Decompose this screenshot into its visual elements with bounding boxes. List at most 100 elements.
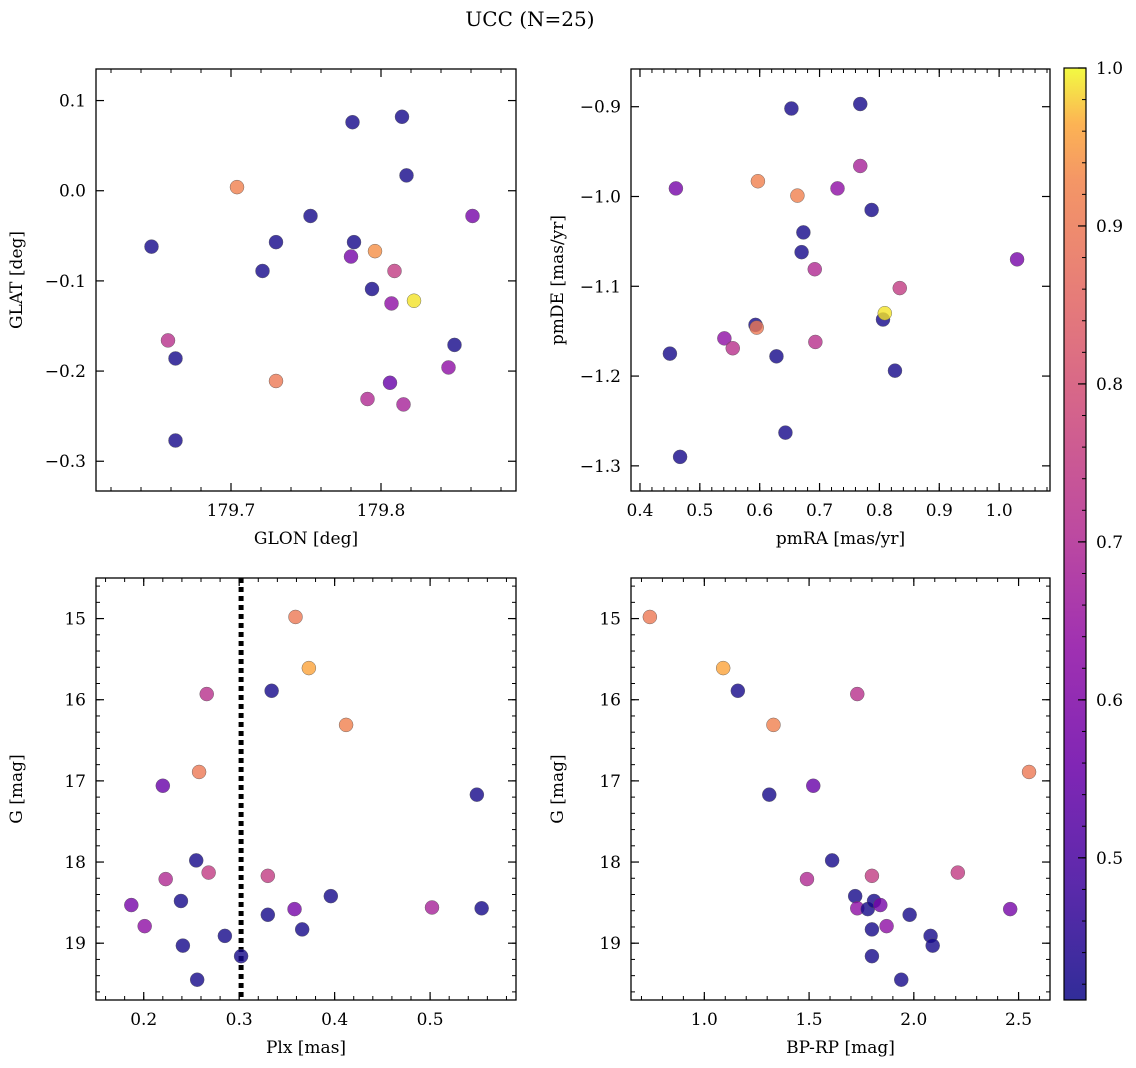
- x-tick-label: 1.5: [796, 1010, 823, 1030]
- data-point: [199, 686, 214, 702]
- data-point: [662, 346, 678, 361]
- x-axis-label: GLON [deg]: [254, 529, 358, 549]
- x-tick-label: 2.5: [1005, 1010, 1032, 1030]
- x-tick-label: 0.4: [321, 1010, 348, 1030]
- data-point: [229, 179, 245, 195]
- data-point: [749, 320, 764, 335]
- y-tick-label: −0.3: [45, 452, 86, 472]
- data-point: [268, 234, 284, 250]
- axes-frame: [630, 577, 1051, 1001]
- scatter-points: [144, 109, 480, 448]
- y-tick-label: −0.1: [45, 272, 86, 292]
- data-point: [769, 349, 784, 364]
- x-axis-label: Plx [mas]: [266, 1038, 346, 1058]
- subplot-3: 0.2 0.3 0.4 0.5 15 16 17 18 19 Plx [mas] G [mag]: [7, 577, 517, 1058]
- y-tick-label: 15: [599, 610, 621, 630]
- data-point: [189, 853, 204, 868]
- x-tick-label: 0.7: [806, 501, 833, 521]
- data-point: [288, 609, 303, 625]
- x-tick-label: 0.9: [926, 501, 953, 521]
- data-point: [338, 717, 354, 733]
- x-tick-label: 0.5: [417, 1010, 444, 1030]
- minor-ticks: [639, 69, 1048, 491]
- subplot-1: 179.7 179.8 0.1 0.0 −0.1 −0.2 −0.3 GLON [deg] GL…: [7, 68, 517, 549]
- data-point: [360, 391, 375, 407]
- data-point: [301, 660, 317, 676]
- data-point: [160, 333, 176, 348]
- subplots: 179.7 179.8 0.1 0.0 −0.1 −0.2 −0.3 GLON [deg] GL…: [7, 68, 1051, 1058]
- subplot-4: 1.0 1.5 2.0 2.5 15 16 17 18 19 BP-RP [mag] G [mag]: [548, 577, 1051, 1058]
- major-ticks: [96, 69, 516, 491]
- axes-frame: [95, 68, 517, 492]
- y-tick-label: −0.9: [580, 98, 621, 118]
- data-point: [155, 778, 171, 793]
- scatter-points: [662, 96, 1025, 465]
- data-point: [824, 853, 840, 868]
- data-point: [217, 928, 233, 944]
- data-point: [201, 865, 216, 880]
- data-point: [873, 897, 888, 913]
- data-point: [406, 293, 422, 308]
- y-axis-label: G [mag]: [7, 754, 27, 823]
- data-point: [424, 900, 440, 915]
- data-point: [784, 101, 799, 116]
- y-tick-label: 19: [599, 934, 621, 954]
- data-point: [399, 168, 414, 183]
- data-point: [189, 972, 205, 987]
- data-point: [1002, 901, 1018, 917]
- data-point: [892, 280, 907, 296]
- y-tick-label: −1.2: [580, 367, 621, 387]
- x-axis-label: BP-RP [mag]: [786, 1038, 895, 1058]
- x-tick-label: 179.7: [207, 501, 256, 521]
- y-tick-label: 16: [64, 691, 86, 711]
- data-point: [766, 717, 781, 733]
- y-tick-label: 19: [64, 934, 86, 954]
- data-point: [441, 360, 456, 375]
- data-point: [233, 948, 249, 964]
- data-point: [1009, 252, 1025, 267]
- x-tick-label: 0.5: [686, 501, 713, 521]
- y-tick-label: 0.0: [59, 182, 86, 202]
- data-point: [790, 188, 805, 203]
- data-point: [364, 281, 380, 297]
- data-point: [794, 244, 809, 260]
- data-point: [778, 425, 793, 440]
- x-axis-label: pmRA [mas/yr]: [776, 529, 905, 549]
- figure-title: UCC (N=25): [465, 7, 594, 31]
- data-point: [173, 893, 189, 909]
- colorbar-tick-label: 0.8: [1096, 375, 1123, 395]
- data-point: [672, 449, 688, 465]
- data-point: [850, 686, 865, 702]
- data-point: [345, 115, 360, 130]
- data-point: [864, 948, 880, 964]
- data-point: [323, 888, 339, 904]
- data-point: [474, 901, 489, 916]
- data-point: [853, 96, 868, 112]
- data-point: [168, 351, 183, 366]
- data-point: [715, 660, 731, 676]
- y-tick-label: 17: [64, 772, 86, 792]
- data-point: [902, 907, 917, 922]
- data-point: [384, 296, 399, 311]
- axes-frame: [95, 577, 517, 1001]
- data-point: [294, 922, 310, 937]
- x-tick-label: 1.0: [986, 501, 1013, 521]
- y-tick-label: −1.1: [580, 277, 621, 297]
- data-point: [343, 249, 359, 264]
- data-point: [158, 871, 173, 887]
- data-point: [925, 938, 940, 953]
- x-tick-label: 179.8: [357, 501, 406, 521]
- data-point: [394, 109, 410, 124]
- minor-ticks: [110, 69, 502, 491]
- data-point: [864, 922, 880, 937]
- data-point: [806, 778, 821, 793]
- scatter-points: [124, 609, 489, 987]
- data-point: [642, 609, 658, 625]
- y-tick-label: 18: [599, 853, 621, 873]
- y-tick-label: −1.0: [580, 187, 621, 207]
- data-point: [950, 865, 966, 880]
- major-ticks: [96, 578, 516, 1000]
- data-point: [191, 764, 207, 780]
- subplot-2: 0.4 0.5 0.6 0.7 0.8 0.9 1.0 −0.9 −1.0 −1.1 −1.2 −1.…: [548, 68, 1051, 549]
